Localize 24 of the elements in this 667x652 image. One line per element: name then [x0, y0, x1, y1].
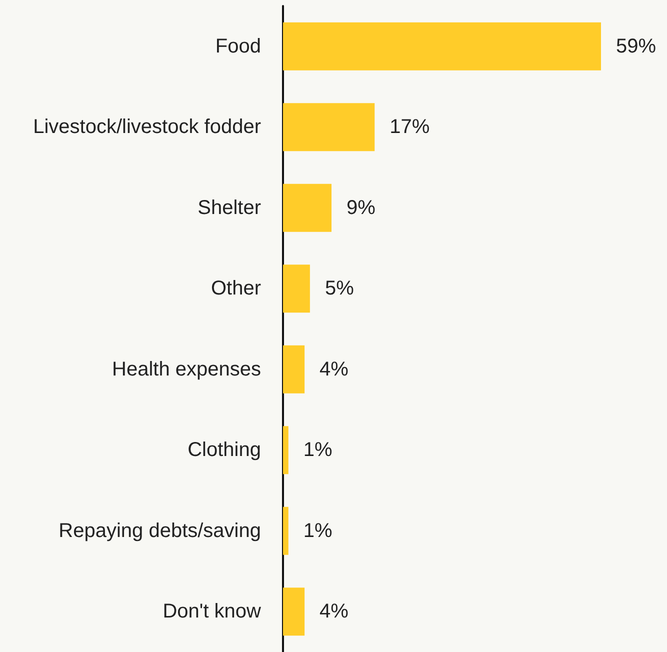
y-tick-label: Food [215, 35, 261, 58]
bar [283, 506, 288, 555]
data-label: 59% [616, 35, 656, 58]
bar [283, 588, 305, 636]
data-label: 5% [324, 278, 354, 300]
y-tick-label: Livestock/livestock fodder [33, 116, 262, 138]
y-tick-label: Health expenses [112, 358, 261, 380]
bar [283, 22, 601, 70]
y-tick-label: Repaying debts/saving [58, 520, 261, 542]
y-tick-label: Shelter [198, 196, 262, 219]
bar [283, 103, 375, 152]
y-tick-label: Don't know [162, 600, 262, 623]
y-tick-label: Clothing [188, 439, 261, 462]
bar [283, 426, 288, 474]
y-tick-label: Other [210, 278, 262, 300]
data-label: 17% [390, 116, 430, 138]
data-label: 9% [346, 196, 376, 219]
bar [283, 345, 305, 394]
data-label: 1% [303, 439, 333, 462]
bar [283, 264, 310, 313]
data-label: 4% [320, 600, 349, 623]
bar [283, 184, 332, 232]
data-label: 1% [303, 520, 333, 542]
data-label: 4% [320, 358, 349, 380]
